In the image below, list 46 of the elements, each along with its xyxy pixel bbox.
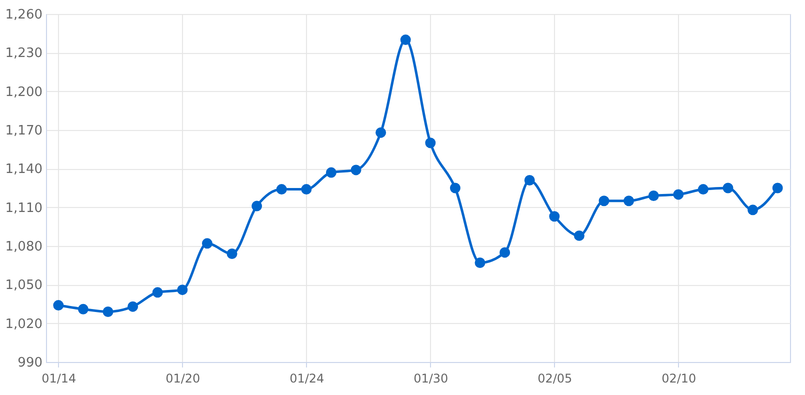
point [128,301,138,312]
y-tick-label: 1,170 [5,124,42,138]
y-tick-label: 1,140 [5,162,42,178]
y-tick-label: 1,080 [5,240,42,254]
x-tick-label: 01/30 [414,372,448,386]
point [722,182,734,194]
point [226,248,238,259]
point [425,138,436,148]
x-tick-label: 01/24 [290,372,324,386]
point [698,184,708,195]
point [598,196,610,206]
y-tick-label: 1,230 [5,46,42,62]
x-tick-label: 01/14 [42,372,76,386]
y-tick-label: 990 [18,356,42,370]
point [53,300,64,311]
y-tick-label: 1,110 [5,200,42,216]
point [102,306,114,317]
x-tick-label: 02/10 [662,372,696,386]
point [152,287,163,298]
point [376,127,386,138]
point [500,247,510,258]
point [177,284,188,296]
y-tick-label: 1,050 [5,278,42,294]
point [648,190,659,201]
point [350,164,362,176]
point [400,34,411,46]
point [772,182,783,194]
point [748,204,758,216]
point [673,189,684,200]
y-tick-label: 1,020 [5,316,42,332]
y-tick-label: 1,260 [5,8,42,22]
point [252,200,262,212]
point [301,184,312,195]
y-tick-label: 1,200 [5,84,42,100]
point [549,211,560,222]
point [574,230,584,241]
point [202,238,212,249]
point [78,304,88,314]
x-tick-label: 01/20 [166,372,200,386]
point [326,167,336,178]
point [474,258,486,268]
point [624,196,634,206]
point [524,175,535,186]
x-tick-label: 02/05 [538,372,572,386]
point [450,182,460,194]
point [276,184,287,195]
